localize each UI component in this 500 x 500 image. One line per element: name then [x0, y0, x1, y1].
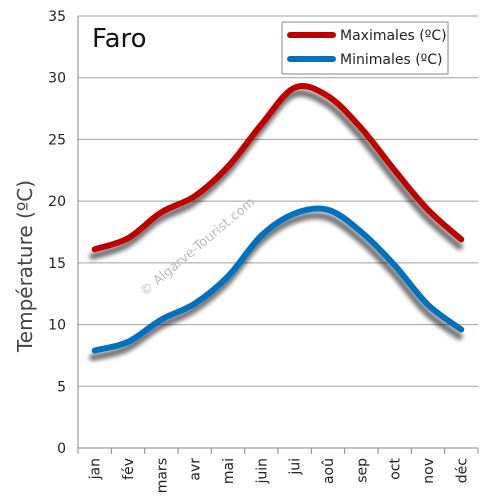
y-tick-label: 20	[48, 194, 66, 210]
y-tick-label: 30	[48, 71, 66, 87]
x-tick-label: mars	[154, 458, 170, 493]
series-line-1	[91, 83, 465, 253]
y-tick-label: 35	[48, 9, 66, 25]
y-tick-label: 25	[48, 132, 66, 148]
x-tick-label: juin	[254, 458, 270, 485]
series-shadow-2	[89, 211, 463, 361]
x-tick-label: nov	[421, 458, 437, 484]
plot-frame	[77, 16, 479, 454]
x-tick-label: oct	[388, 458, 404, 480]
y-tick-label: 5	[57, 379, 66, 395]
y-tick-label: 15	[48, 256, 66, 272]
y-axis-ticks: 0 5 10 15 20 25 30 35	[48, 9, 66, 457]
x-axis-ticks: jan fév mars avr mai juin jui aoû sep oct nov déc	[88, 458, 471, 494]
watermark: © Algarve-Tourist.com	[137, 195, 258, 300]
chart-title: Faro	[92, 24, 147, 54]
y-tick-label: 0	[57, 441, 66, 457]
series-lines	[91, 83, 465, 354]
legend-box	[281, 21, 449, 75]
x-tick-label: jan	[88, 458, 104, 480]
y-tick-label: 10	[48, 318, 66, 334]
legend-label: Maximales (ºC)	[340, 28, 447, 44]
x-tick-label: mai	[221, 458, 237, 484]
grid	[78, 15, 478, 449]
x-tick-label: fév	[121, 458, 137, 480]
x-tick-label: sep	[354, 458, 370, 483]
x-tick-label: jui	[288, 458, 304, 476]
legend: Maximales (ºC) Minimales (ºC)	[281, 21, 449, 75]
x-tick-label: déc	[454, 458, 470, 483]
x-tick-label: aoû	[321, 458, 337, 484]
x-tick-label: avr	[188, 458, 204, 481]
legend-label: Minimales (ºC)	[340, 52, 443, 68]
series-line-2	[91, 205, 465, 354]
y-axis-label: Température (ºC)	[13, 180, 37, 353]
